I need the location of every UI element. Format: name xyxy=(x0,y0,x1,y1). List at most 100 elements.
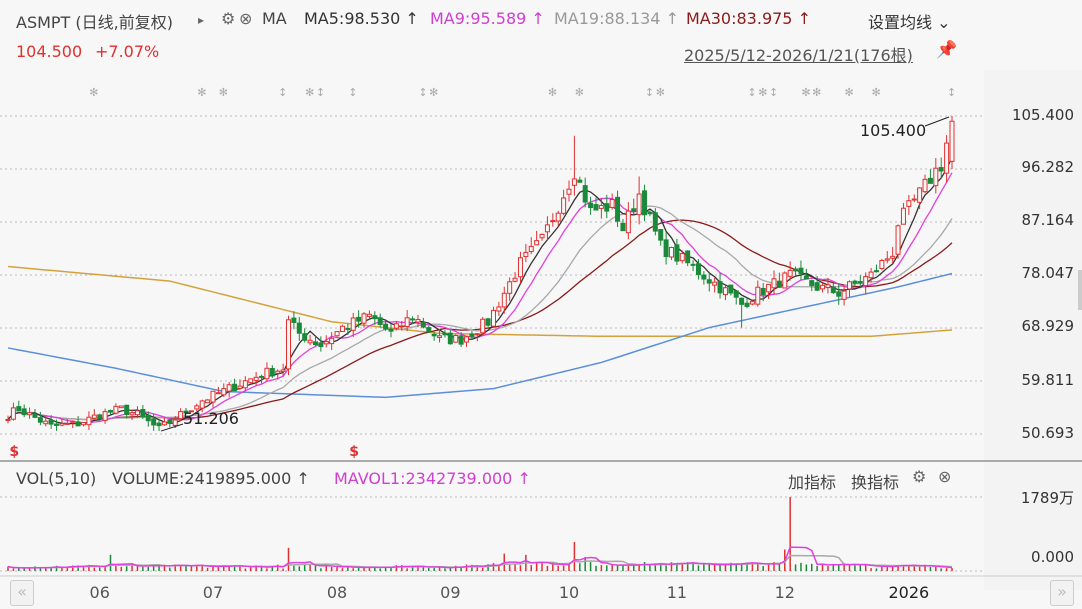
candle-body xyxy=(275,370,281,374)
candle-body xyxy=(490,309,496,327)
price-tick: 50.693 xyxy=(1021,424,1075,442)
candle-body xyxy=(388,328,394,332)
candle-body xyxy=(712,281,718,286)
set-ma-dropdown[interactable]: 设置均线 ⌄ xyxy=(868,13,951,32)
candle-body xyxy=(571,178,577,186)
candle-body xyxy=(280,369,286,373)
candle-body xyxy=(194,405,200,410)
candle-body xyxy=(59,423,65,426)
event-marker: ✻ xyxy=(219,86,228,99)
gear-icon[interactable]: ⚙ xyxy=(221,9,236,28)
candle-body xyxy=(534,240,540,246)
candle-body xyxy=(323,341,329,345)
candle-body xyxy=(345,327,351,330)
add-indicator-button[interactable]: 加指标 xyxy=(788,473,837,492)
event-marker: ✻ xyxy=(871,86,880,99)
candle-body xyxy=(102,411,108,421)
candle-body xyxy=(922,178,928,193)
candle-body xyxy=(447,332,453,345)
candle-body xyxy=(291,317,297,323)
candle-body xyxy=(172,419,178,426)
date-range-link[interactable]: 2025/5/12-2026/1/21(176根) xyxy=(684,46,913,65)
candle-body xyxy=(464,336,470,343)
volume-tick: 0.000 xyxy=(1031,548,1074,566)
switch-indicator-button[interactable]: 换指标 xyxy=(851,473,900,492)
candle-body xyxy=(949,120,955,162)
candle-body xyxy=(857,281,863,284)
event-marker: ↕ xyxy=(316,86,325,99)
candle-body xyxy=(852,280,858,284)
candle-body xyxy=(744,302,750,307)
symbol-title: ASMPT (日线,前复权) xyxy=(16,13,173,32)
candle-body xyxy=(426,327,432,333)
candle-body xyxy=(890,255,896,259)
month-tick: 11 xyxy=(666,583,688,602)
candle-body xyxy=(377,317,383,325)
month-tick: 12 xyxy=(774,583,795,602)
candle-body xyxy=(453,334,459,343)
candle-body xyxy=(685,250,691,264)
event-marker: ↕ xyxy=(769,86,778,99)
candle-body xyxy=(458,335,464,345)
candle-body xyxy=(205,399,211,404)
ma30-value: MA30:83.975 ↑ xyxy=(686,9,811,28)
candle-body xyxy=(566,188,572,195)
candle-body xyxy=(879,260,885,270)
candle-body xyxy=(167,419,173,424)
gear-icon[interactable]: ⚙ xyxy=(912,467,927,486)
price-tick: 59.811 xyxy=(1021,371,1075,389)
candle-body xyxy=(86,416,92,426)
candle-body xyxy=(415,319,421,323)
month-tick: 2026 xyxy=(888,583,930,602)
scroll-left-button[interactable]: « xyxy=(10,580,34,606)
candle-body xyxy=(437,335,443,338)
event-marker: ✻ xyxy=(812,86,821,99)
candle-body xyxy=(668,246,674,258)
candle-body xyxy=(329,337,335,345)
month-tick: 06 xyxy=(89,583,110,602)
candle-body xyxy=(393,323,399,329)
candle-body xyxy=(97,414,103,420)
volume-tick: 1789万 xyxy=(1020,489,1074,507)
event-marker: ↕ xyxy=(348,86,357,99)
ma5-value: MA5:98.530 ↑ xyxy=(304,9,419,28)
event-marker: ✻ xyxy=(548,86,557,99)
candle-body xyxy=(927,177,933,184)
candle-body xyxy=(582,185,588,203)
ma250-line xyxy=(7,265,953,338)
candle-body xyxy=(782,272,788,289)
candle-body xyxy=(156,422,162,427)
candle-body xyxy=(652,212,658,232)
month-tick: 07 xyxy=(202,583,224,602)
candle-body xyxy=(474,333,480,336)
pin-icon[interactable]: 📌 xyxy=(936,40,958,60)
close-icon[interactable]: ⊗ xyxy=(938,467,952,486)
ma-label: MA xyxy=(262,9,287,28)
ma9-value: MA9:95.589 ↑ xyxy=(430,9,545,28)
month-tick: 10 xyxy=(558,583,580,602)
candle-body xyxy=(183,410,189,414)
candle-body xyxy=(242,380,248,389)
candle-body xyxy=(307,339,313,344)
candle-body xyxy=(906,200,912,207)
close-icon[interactable]: ⊗ xyxy=(239,9,253,28)
candle-body xyxy=(701,274,707,280)
play-icon[interactable]: ▸ xyxy=(198,13,205,27)
candle-body xyxy=(215,392,221,395)
candle-body xyxy=(54,423,60,426)
candle-body xyxy=(636,193,642,216)
scrollbar[interactable] xyxy=(1078,270,1082,310)
candle-body xyxy=(248,378,254,384)
candle-body xyxy=(410,318,416,321)
candle-body xyxy=(501,292,507,308)
candle-body xyxy=(663,239,669,258)
candle-body xyxy=(760,287,766,296)
candle-body xyxy=(577,179,583,183)
candle-body xyxy=(631,208,637,213)
candle-body xyxy=(620,222,626,232)
candle-body xyxy=(917,187,923,203)
candle-body xyxy=(809,280,815,287)
scroll-right-button[interactable]: » xyxy=(1050,580,1074,606)
candle-body xyxy=(722,287,728,296)
